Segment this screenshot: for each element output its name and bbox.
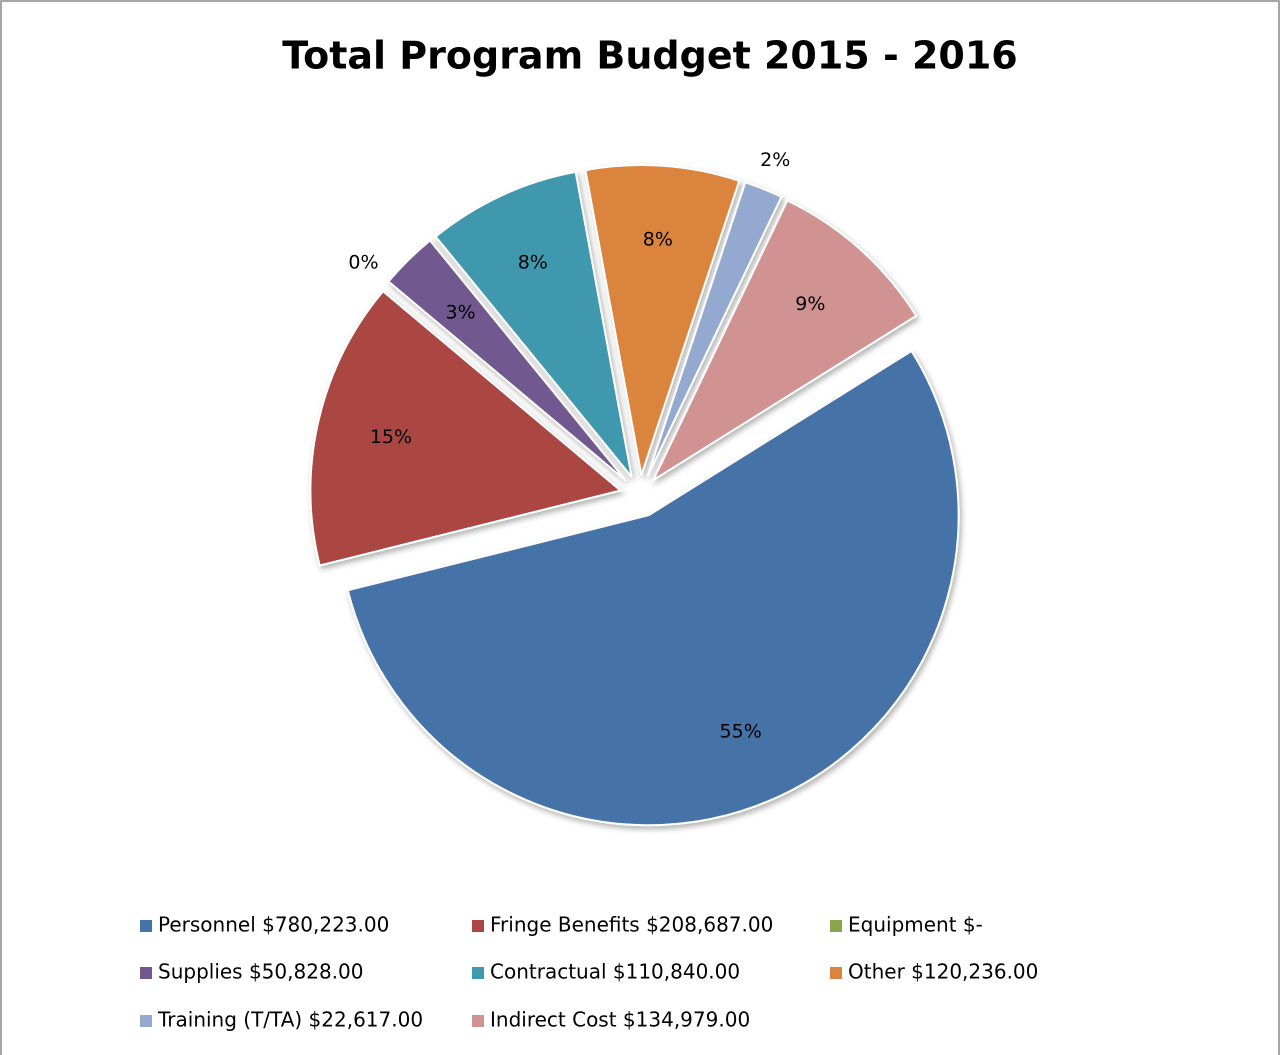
legend-swatch	[140, 920, 152, 932]
legend-swatch	[140, 1015, 152, 1027]
data-label: 9%	[795, 293, 825, 315]
data-label: 8%	[518, 251, 548, 273]
legend-label: Supplies $50,828.00	[158, 960, 363, 984]
data-label: 0%	[348, 251, 378, 273]
pie-slice	[346, 349, 960, 827]
pie-slice	[309, 289, 623, 567]
legend-label: Equipment $-	[848, 913, 983, 937]
data-label: 8%	[643, 229, 673, 251]
data-label: 2%	[760, 149, 790, 171]
data-label: 15%	[370, 426, 412, 448]
pie-slice	[434, 170, 633, 478]
legend-swatch	[472, 967, 484, 979]
pie-slice	[646, 181, 783, 477]
legend-swatch	[830, 967, 842, 979]
data-label: 3%	[445, 302, 475, 324]
chart-title: Total Program Budget 2015 - 2016	[282, 34, 1018, 78]
legend-label: Indirect Cost $134,979.00	[490, 1008, 750, 1032]
legend-label: Contractual $110,840.00	[490, 960, 740, 984]
data-label: 55%	[720, 721, 762, 743]
pie	[309, 164, 960, 827]
legend-label: Fringe Benefits $208,687.00	[490, 913, 773, 937]
legend-swatch	[472, 920, 484, 932]
pie-slice	[584, 164, 741, 476]
legend-swatch	[830, 920, 842, 932]
legend-label: Personnel $780,223.00	[158, 913, 389, 937]
data-labels: 55% 15% 0% 3% 8% 8% 2% 9%	[348, 149, 825, 743]
pie-slice	[650, 199, 918, 483]
legend-swatch	[140, 967, 152, 979]
legend-label: Training (T/TA) $22,617.00	[157, 1008, 423, 1032]
legend: Personnel $780,223.00 Fringe Benefits $20…	[140, 913, 1038, 1032]
legend-label: Other $120,236.00	[848, 960, 1038, 984]
pie-slice	[387, 239, 627, 482]
legend-swatch	[472, 1015, 484, 1027]
